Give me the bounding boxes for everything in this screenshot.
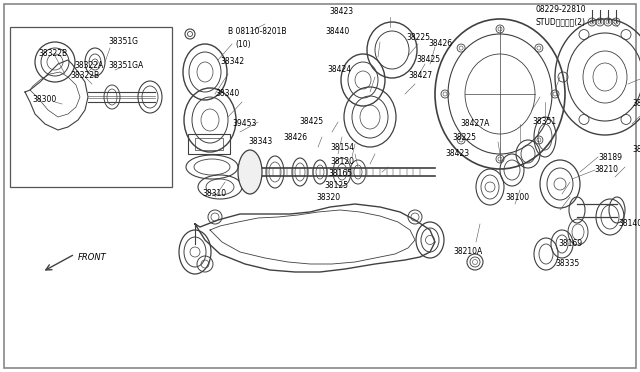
Bar: [195, 138, 223, 150]
Text: 38342: 38342: [220, 58, 244, 67]
Text: 38351GA: 38351GA: [108, 61, 143, 70]
Text: FRONT: FRONT: [78, 253, 107, 262]
Bar: [188, 134, 230, 154]
Bar: [10, 27, 172, 187]
Text: 38120: 38120: [330, 157, 354, 167]
Text: 38423: 38423: [330, 7, 354, 16]
Text: 38322A: 38322A: [74, 61, 103, 70]
Text: 38100: 38100: [505, 192, 529, 202]
Text: 38154: 38154: [330, 142, 354, 151]
Text: 38427: 38427: [408, 71, 432, 80]
Text: 38189: 38189: [598, 153, 622, 161]
Text: 39453: 39453: [232, 119, 257, 128]
Text: 38335: 38335: [555, 260, 579, 269]
Text: (10): (10): [235, 39, 251, 48]
Text: B 08110-8201B: B 08110-8201B: [228, 28, 287, 36]
Text: 38300: 38300: [32, 96, 56, 105]
Text: 38225: 38225: [452, 134, 476, 142]
Text: 38169: 38169: [558, 240, 582, 248]
Text: 38426: 38426: [284, 132, 308, 141]
Text: 38322B: 38322B: [70, 71, 99, 80]
Text: 38425: 38425: [416, 55, 440, 64]
Text: STUDスタッド(2): STUDスタッド(2): [536, 17, 586, 26]
Text: 38351G: 38351G: [108, 38, 138, 46]
Text: 38351: 38351: [532, 118, 556, 126]
Text: 38320: 38320: [316, 193, 340, 202]
Text: 08229-22810: 08229-22810: [536, 6, 587, 15]
Text: 38425: 38425: [300, 118, 324, 126]
Text: 38125: 38125: [324, 182, 348, 190]
Text: 38424: 38424: [328, 65, 352, 74]
Text: 38140: 38140: [618, 219, 640, 228]
Text: 38424: 38424: [632, 145, 640, 154]
Text: 38427A: 38427A: [460, 119, 490, 128]
Text: 38165: 38165: [328, 170, 352, 179]
Text: 38426: 38426: [428, 39, 452, 48]
Text: 38210: 38210: [594, 166, 618, 174]
Text: 38351F: 38351F: [632, 99, 640, 109]
Text: 38322B: 38322B: [38, 49, 67, 58]
Ellipse shape: [238, 150, 262, 194]
Text: 38440: 38440: [326, 28, 350, 36]
Text: 38343: 38343: [248, 138, 272, 147]
Text: 38225: 38225: [406, 32, 430, 42]
Text: 38423: 38423: [445, 150, 469, 158]
Text: 38340: 38340: [215, 90, 239, 99]
Text: 38310: 38310: [202, 189, 226, 199]
Text: 38210A: 38210A: [453, 247, 483, 257]
